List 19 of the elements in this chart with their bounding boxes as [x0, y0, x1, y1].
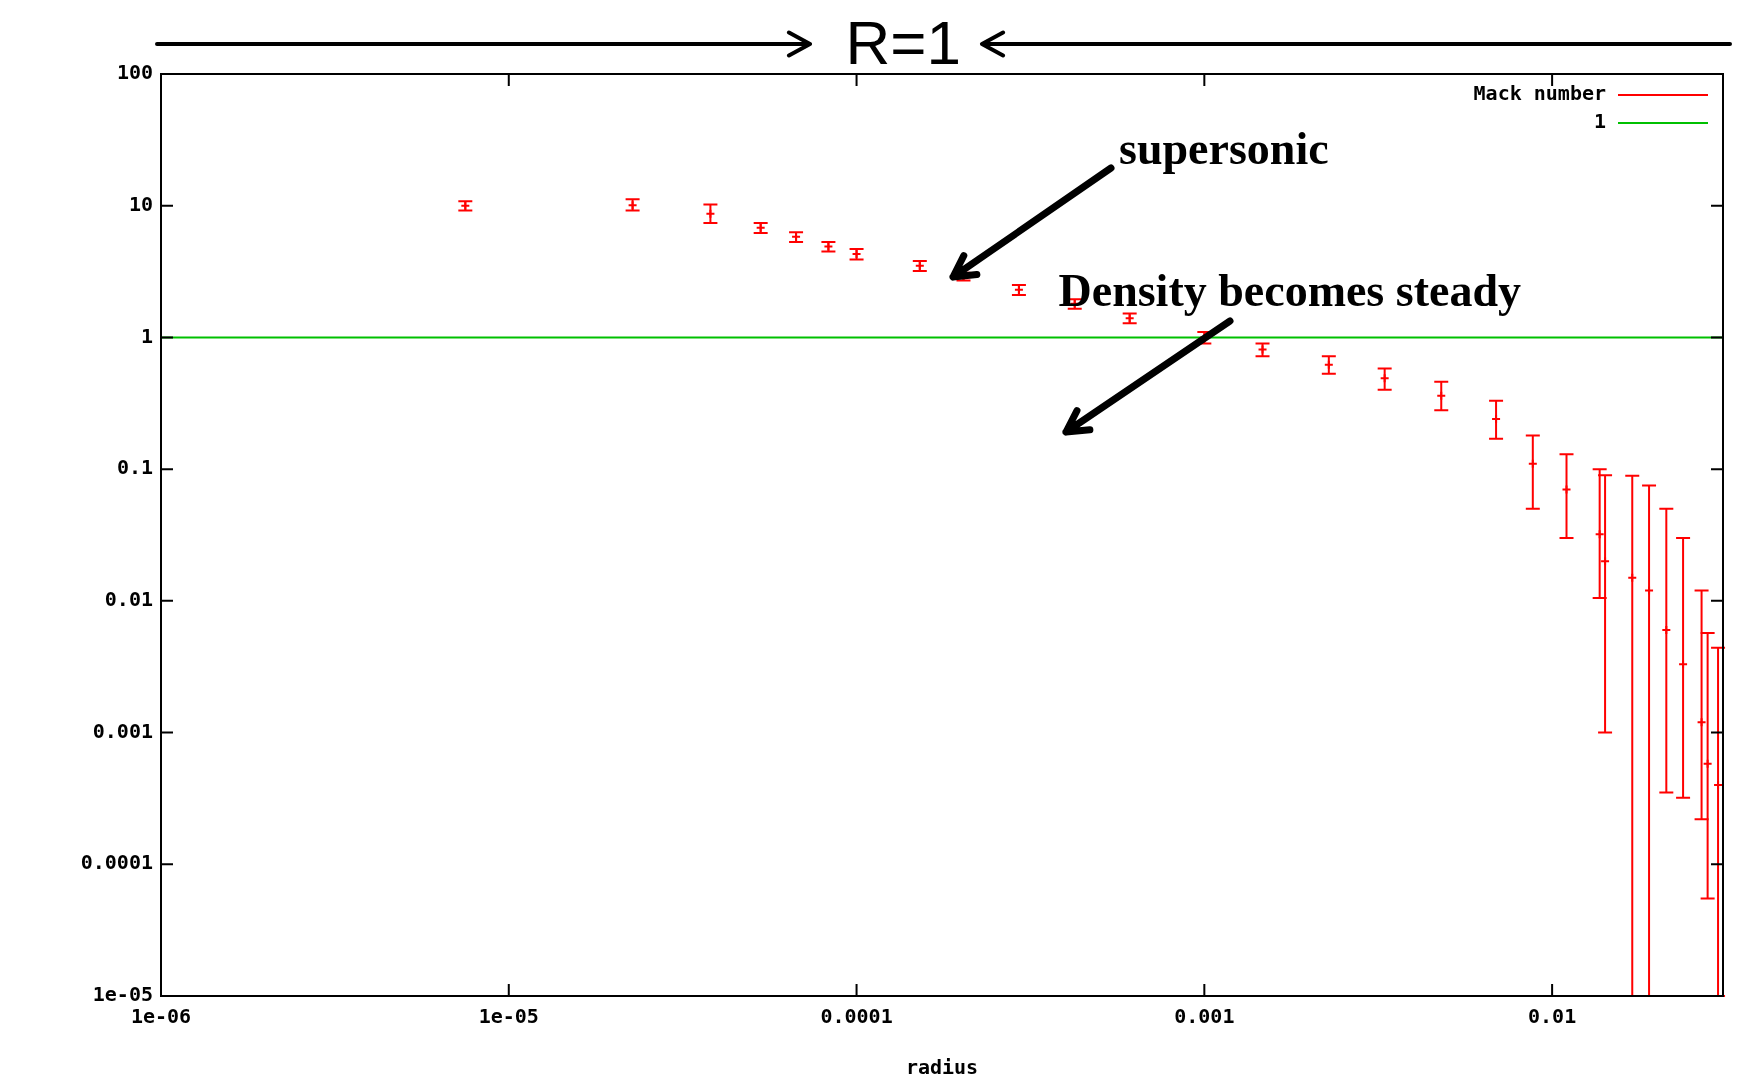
x-tick-label: 0.01 — [1528, 1004, 1577, 1029]
x-tick-label: 1e-05 — [478, 1004, 539, 1029]
y-tick-label: 0.1 — [116, 455, 153, 480]
y-tick-label: 1e-05 — [92, 982, 153, 1007]
x-tick-label: 0.001 — [1174, 1004, 1235, 1029]
x-axis-title: radius — [905, 1055, 979, 1080]
y-tick-label: 100 — [116, 60, 153, 85]
legend-label: Mack number — [1473, 81, 1606, 106]
y-tick-label: 1 — [140, 323, 153, 348]
annotation: supersonic — [1119, 121, 1329, 175]
y-tick-label: 0.0001 — [80, 850, 153, 875]
annotation: R=1 — [845, 6, 961, 78]
x-tick-label: 1e-06 — [130, 1004, 192, 1029]
legend-label: 1 — [1593, 109, 1606, 134]
y-tick-label: 0.01 — [104, 587, 153, 612]
y-tick-label: 10 — [128, 191, 153, 216]
x-tick-label: 0.0001 — [820, 1004, 893, 1029]
annotation: Density becomes steady — [1058, 263, 1521, 317]
y-tick-label: 0.001 — [92, 718, 153, 743]
